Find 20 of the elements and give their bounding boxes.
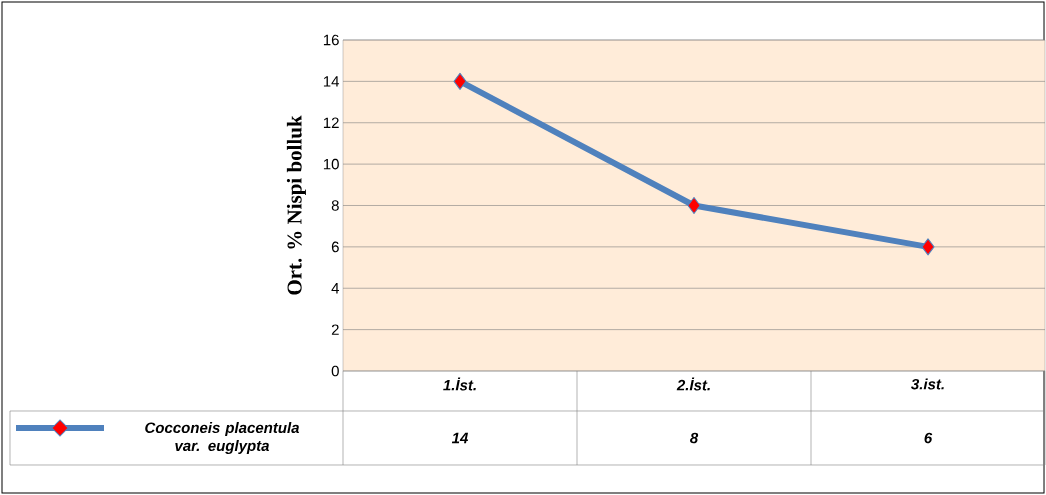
- y-tick-label: 16: [323, 34, 339, 46]
- point: [687, 197, 701, 214]
- y-tick-label: 6: [331, 241, 339, 253]
- y-tick-label: 4: [331, 283, 340, 294]
- y-tick-label: 12: [323, 117, 339, 128]
- x-tick-label: 1.İst.: [443, 377, 476, 391]
- y-tick-label: 2: [331, 324, 339, 335]
- point: [921, 238, 935, 256]
- y-tick-label: 14: [323, 76, 340, 87]
- y-tick-label: 10: [323, 158, 339, 170]
- x-tick-label: 2.İst.: [676, 377, 710, 391]
- x-tick-label: 3.ist.: [911, 378, 944, 390]
- y-axis-title: Ort. % Nispi bolluk: [286, 115, 306, 295]
- point: [453, 72, 467, 90]
- text: Cocconeis placentula var. euglypta: [145, 422, 300, 454]
- data-label: 8: [690, 432, 699, 444]
- y-tick-label: 0: [331, 365, 339, 377]
- data-label: 6: [924, 432, 933, 444]
- y-tick-label: 8: [331, 200, 339, 211]
- data-label: 14: [451, 432, 469, 444]
